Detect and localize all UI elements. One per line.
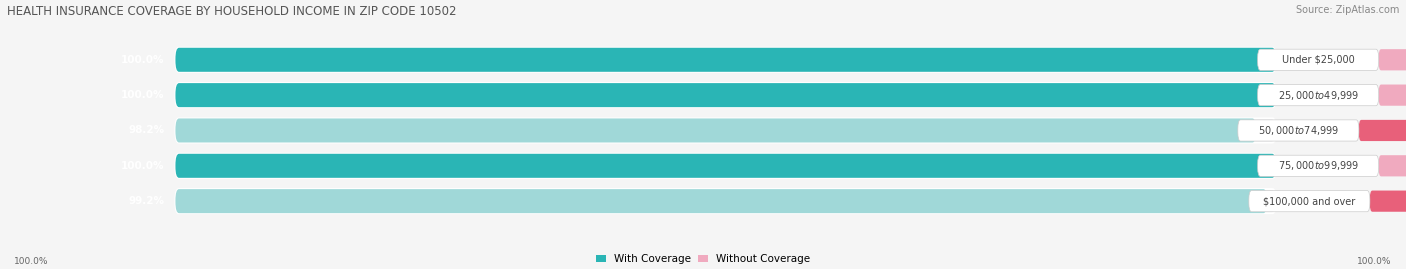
- Text: 98.2%: 98.2%: [128, 125, 165, 136]
- FancyBboxPatch shape: [1257, 49, 1379, 70]
- FancyBboxPatch shape: [1249, 190, 1369, 212]
- Text: $25,000 to $49,999: $25,000 to $49,999: [1278, 89, 1358, 102]
- Text: 100.0%: 100.0%: [121, 90, 165, 100]
- Text: 100.0%: 100.0%: [121, 55, 165, 65]
- Text: 100.0%: 100.0%: [14, 257, 49, 266]
- Text: Under $25,000: Under $25,000: [1282, 55, 1354, 65]
- Text: Source: ZipAtlas.com: Source: ZipAtlas.com: [1295, 5, 1399, 15]
- FancyBboxPatch shape: [176, 83, 1275, 107]
- Text: $100,000 and over: $100,000 and over: [1263, 196, 1355, 206]
- Text: HEALTH INSURANCE COVERAGE BY HOUSEHOLD INCOME IN ZIP CODE 10502: HEALTH INSURANCE COVERAGE BY HOUSEHOLD I…: [7, 5, 457, 18]
- FancyBboxPatch shape: [176, 189, 1267, 213]
- FancyBboxPatch shape: [176, 118, 1275, 143]
- FancyBboxPatch shape: [1369, 190, 1406, 212]
- FancyBboxPatch shape: [176, 154, 1275, 178]
- FancyBboxPatch shape: [1379, 84, 1406, 106]
- Text: 99.2%: 99.2%: [128, 196, 165, 206]
- FancyBboxPatch shape: [176, 189, 1275, 213]
- FancyBboxPatch shape: [1379, 155, 1406, 176]
- FancyBboxPatch shape: [176, 83, 1275, 107]
- FancyBboxPatch shape: [1257, 155, 1379, 176]
- Text: 100.0%: 100.0%: [1357, 257, 1392, 266]
- FancyBboxPatch shape: [176, 154, 1275, 178]
- FancyBboxPatch shape: [176, 118, 1256, 143]
- FancyBboxPatch shape: [1237, 120, 1358, 141]
- FancyBboxPatch shape: [1358, 120, 1406, 141]
- Legend: With Coverage, Without Coverage: With Coverage, Without Coverage: [596, 254, 810, 264]
- Text: 100.0%: 100.0%: [121, 161, 165, 171]
- Text: $50,000 to $74,999: $50,000 to $74,999: [1258, 124, 1339, 137]
- FancyBboxPatch shape: [176, 48, 1275, 72]
- FancyBboxPatch shape: [1379, 49, 1406, 70]
- FancyBboxPatch shape: [176, 48, 1275, 72]
- Text: $75,000 to $99,999: $75,000 to $99,999: [1278, 159, 1358, 172]
- FancyBboxPatch shape: [1257, 84, 1379, 106]
